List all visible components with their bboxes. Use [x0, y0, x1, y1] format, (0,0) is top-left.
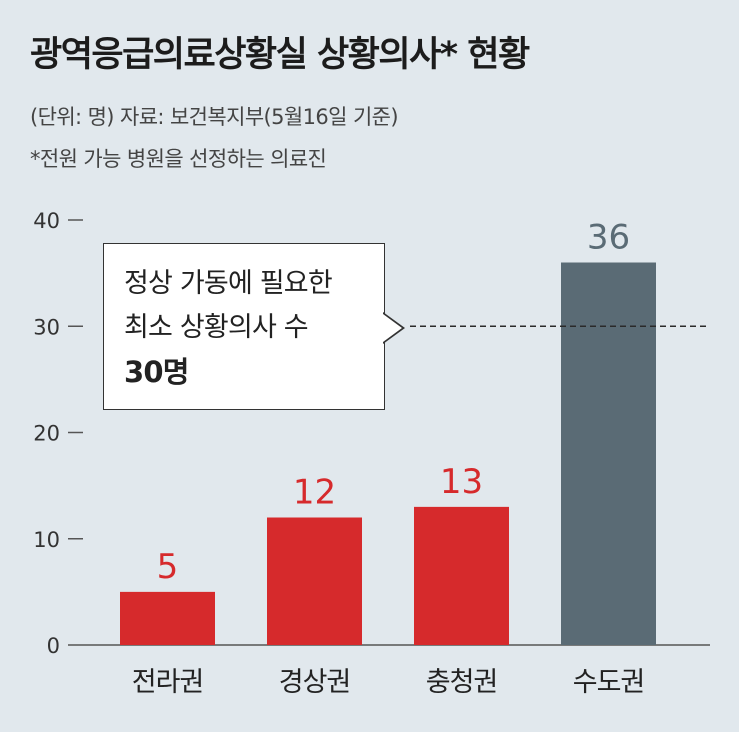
callout-line-1: 정상 가동에 필요한: [124, 268, 333, 299]
y-tick-label: 10: [33, 528, 60, 552]
bar-value-label: 5: [157, 547, 179, 587]
threshold-callout: 정상 가동에 필요한 최소 상황의사 수 30명: [103, 243, 385, 410]
category-label: 전라권: [132, 667, 204, 698]
bar-value-label: 36: [587, 218, 630, 258]
unit-source-note: (단위: 명) 자료: 보건복지부(5월16일 기준): [30, 105, 399, 129]
bar: [561, 262, 656, 645]
callout-pointer-fill: [383, 314, 402, 342]
category-label: 충청권: [426, 667, 498, 698]
callout-value: 30명: [124, 355, 189, 389]
category-label: 경상권: [279, 667, 351, 698]
y-tick-label: 20: [33, 422, 60, 446]
y-tick-label: 40: [33, 209, 60, 233]
callout-line-2: 최소 상황의사 수: [124, 312, 309, 343]
y-tick-label: 30: [33, 315, 60, 339]
y-tick-label: 0: [47, 634, 60, 658]
bar: [414, 506, 509, 645]
bar-value-label: 13: [440, 462, 483, 502]
bar-value-label: 12: [293, 473, 336, 513]
footnote: *전원 가능 병원을 선정하는 의료진: [30, 147, 327, 171]
bar: [120, 591, 215, 645]
chart-title: 광역응급의료상황실 상황의사* 현황: [30, 35, 530, 75]
category-label: 수도권: [573, 667, 645, 698]
bar: [267, 517, 362, 645]
